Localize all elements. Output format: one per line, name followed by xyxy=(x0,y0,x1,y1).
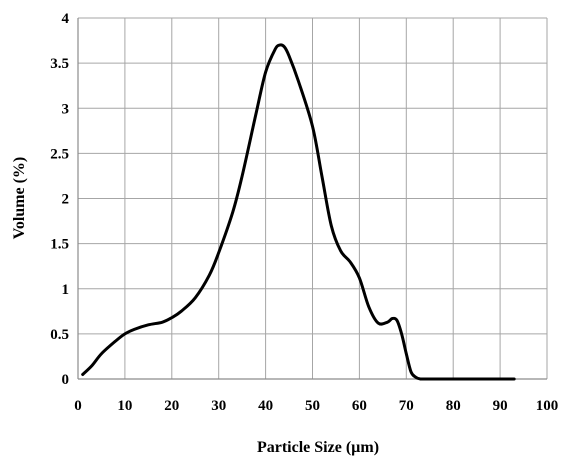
y-tick-label: 3 xyxy=(62,101,70,117)
x-tick-label: 50 xyxy=(305,398,320,414)
y-tick-label: 2 xyxy=(62,192,70,208)
x-tick-label: 70 xyxy=(399,398,414,414)
x-axis-title: Particle Size (µm) xyxy=(257,439,379,456)
series-line xyxy=(81,43,516,381)
series-layer xyxy=(81,43,516,381)
y-tick-label: 3.5 xyxy=(50,56,69,72)
y-tick-label: 2.5 xyxy=(50,146,69,162)
y-tick-label: 0.5 xyxy=(50,327,69,343)
y-tick-label: 1.5 xyxy=(50,237,69,253)
x-tick-label: 80 xyxy=(446,398,461,414)
y-axis-ticks: 0 0.5 1 1.5 2 2.5 3 3.5 4 xyxy=(50,11,69,388)
grid xyxy=(78,17,548,379)
x-tick-label: 30 xyxy=(211,398,226,414)
x-tick-label: 60 xyxy=(352,398,367,414)
y-tick-label: 4 xyxy=(62,11,70,27)
x-tick-label: 20 xyxy=(164,398,179,414)
x-tick-label: 40 xyxy=(258,398,273,414)
x-tick-label: 10 xyxy=(117,398,132,414)
x-axis-ticks: 0 10 20 30 40 50 60 70 80 90 100 xyxy=(74,398,558,414)
x-tick-label: 100 xyxy=(536,398,559,414)
x-tick-label: 0 xyxy=(74,398,82,414)
y-axis-title: Volume (%) xyxy=(11,157,28,240)
y-tick-label: 0 xyxy=(62,372,70,388)
x-tick-label: 90 xyxy=(493,398,508,414)
y-tick-label: 1 xyxy=(62,282,70,298)
